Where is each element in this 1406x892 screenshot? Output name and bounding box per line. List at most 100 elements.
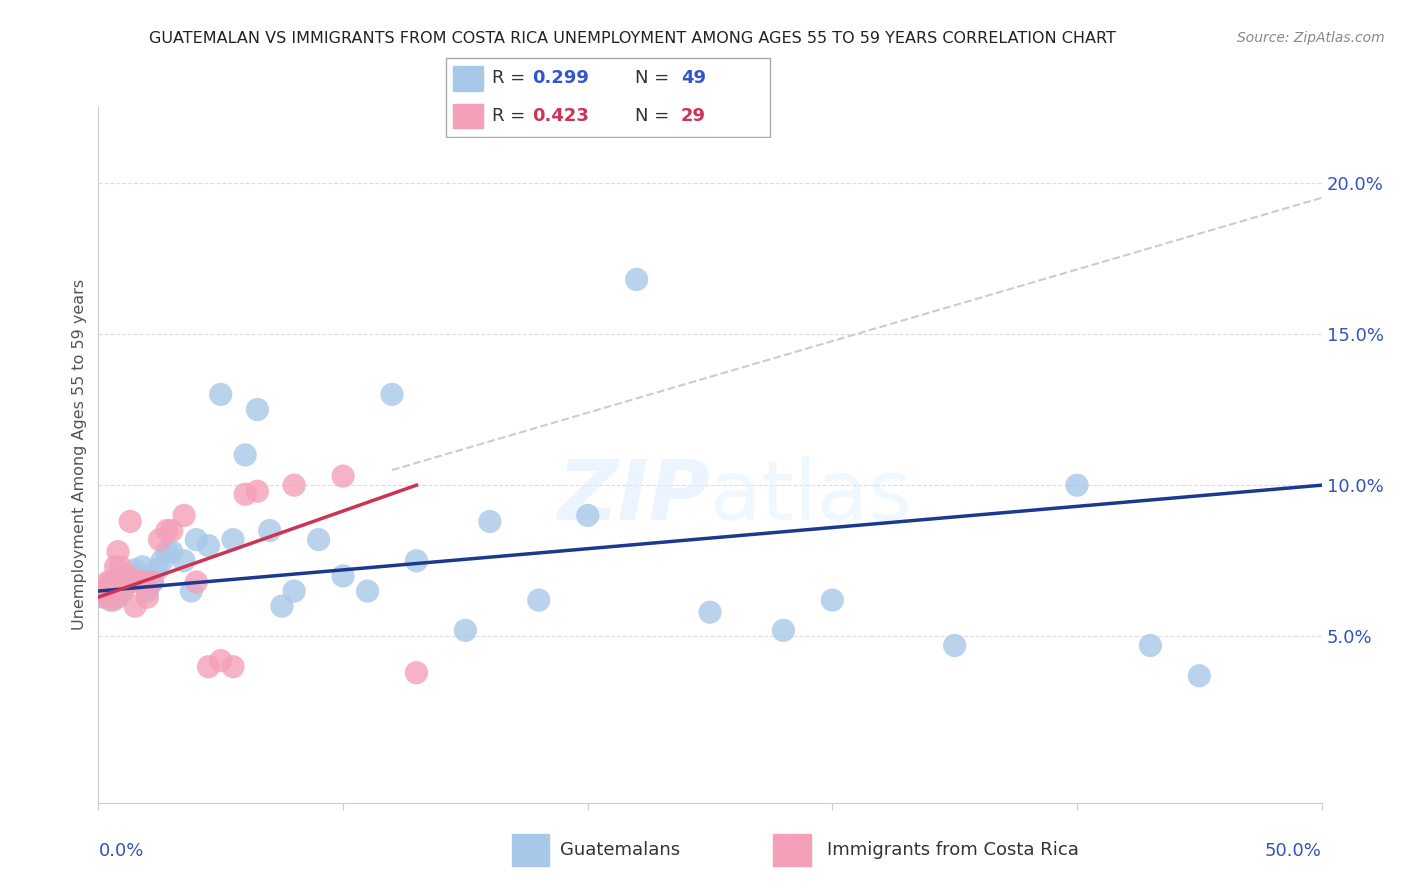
Text: R =: R = xyxy=(492,107,531,125)
Point xyxy=(283,478,305,492)
Point xyxy=(117,569,139,583)
Point xyxy=(186,533,208,547)
Point xyxy=(91,584,114,599)
Bar xyxy=(453,103,482,128)
Point xyxy=(110,559,132,574)
Text: Guatemalans: Guatemalans xyxy=(560,841,679,859)
Point xyxy=(131,559,153,574)
Point xyxy=(405,554,427,568)
Point xyxy=(91,590,114,604)
Point xyxy=(97,584,120,599)
Text: 50.0%: 50.0% xyxy=(1265,842,1322,860)
Point xyxy=(772,624,794,638)
Point xyxy=(149,533,172,547)
Bar xyxy=(773,835,811,865)
Text: ZIP: ZIP xyxy=(557,456,710,537)
Point xyxy=(270,599,294,614)
FancyBboxPatch shape xyxy=(446,58,770,136)
Point xyxy=(111,569,134,583)
Point xyxy=(1066,478,1088,492)
Point xyxy=(104,559,127,574)
Point xyxy=(626,272,648,286)
Point xyxy=(1188,669,1211,683)
Y-axis label: Unemployment Among Ages 55 to 59 years: Unemployment Among Ages 55 to 59 years xyxy=(72,279,87,631)
Point xyxy=(405,665,427,680)
Point xyxy=(101,593,124,607)
Point xyxy=(120,572,142,586)
Point xyxy=(100,593,122,607)
Point xyxy=(381,387,404,401)
Point xyxy=(94,587,117,601)
Text: GUATEMALAN VS IMMIGRANTS FROM COSTA RICA UNEMPLOYMENT AMONG AGES 55 TO 59 YEARS : GUATEMALAN VS IMMIGRANTS FROM COSTA RICA… xyxy=(149,31,1116,46)
Point xyxy=(186,574,208,589)
Point xyxy=(124,563,146,577)
Point xyxy=(233,448,256,462)
Point xyxy=(100,574,122,589)
Text: R =: R = xyxy=(492,70,531,87)
Point xyxy=(117,574,139,589)
Point xyxy=(141,574,163,589)
Point xyxy=(246,402,269,417)
Point xyxy=(222,533,245,547)
Point xyxy=(114,578,136,592)
Point xyxy=(107,590,129,604)
Point xyxy=(124,599,146,614)
Point xyxy=(527,593,550,607)
Point xyxy=(136,584,159,599)
Point xyxy=(173,554,195,568)
Point xyxy=(150,554,173,568)
Point xyxy=(131,574,153,589)
Point xyxy=(160,524,183,538)
Point xyxy=(94,590,117,604)
Point xyxy=(222,659,245,673)
Bar xyxy=(512,835,548,865)
Point xyxy=(943,639,966,653)
Point xyxy=(1139,639,1161,653)
Point xyxy=(173,508,195,523)
Point xyxy=(156,524,179,538)
Text: Immigrants from Costa Rica: Immigrants from Costa Rica xyxy=(827,841,1078,859)
Point xyxy=(576,508,599,523)
Point xyxy=(110,584,132,599)
Point xyxy=(120,515,142,529)
Point xyxy=(197,539,219,553)
Text: N =: N = xyxy=(634,70,675,87)
Point xyxy=(136,590,159,604)
Text: Source: ZipAtlas.com: Source: ZipAtlas.com xyxy=(1237,31,1385,45)
Point xyxy=(180,584,202,599)
Text: 29: 29 xyxy=(681,107,706,125)
Point xyxy=(246,484,269,499)
Point xyxy=(332,569,354,583)
Text: 49: 49 xyxy=(681,70,706,87)
Point xyxy=(107,545,129,559)
Point xyxy=(156,545,179,559)
Text: 0.423: 0.423 xyxy=(531,107,589,125)
Point xyxy=(127,569,149,583)
Point xyxy=(127,574,149,589)
Point xyxy=(356,584,378,599)
Point xyxy=(332,469,354,483)
Point xyxy=(308,533,330,547)
Point xyxy=(821,593,844,607)
Point xyxy=(97,574,120,589)
Point xyxy=(146,563,169,577)
Point xyxy=(209,654,232,668)
Point xyxy=(283,584,305,599)
Point xyxy=(233,487,256,501)
Text: 0.0%: 0.0% xyxy=(98,842,143,860)
Point xyxy=(111,584,134,599)
Text: N =: N = xyxy=(634,107,675,125)
Text: 0.299: 0.299 xyxy=(531,70,589,87)
Point xyxy=(454,624,477,638)
Text: atlas: atlas xyxy=(710,456,911,537)
Point xyxy=(478,515,501,529)
Point xyxy=(141,574,163,589)
Point xyxy=(699,605,721,619)
Point xyxy=(197,659,219,673)
Point xyxy=(259,524,281,538)
Bar xyxy=(453,66,482,91)
Point xyxy=(101,581,124,595)
Point xyxy=(104,574,127,589)
Point xyxy=(209,387,232,401)
Point xyxy=(160,545,183,559)
